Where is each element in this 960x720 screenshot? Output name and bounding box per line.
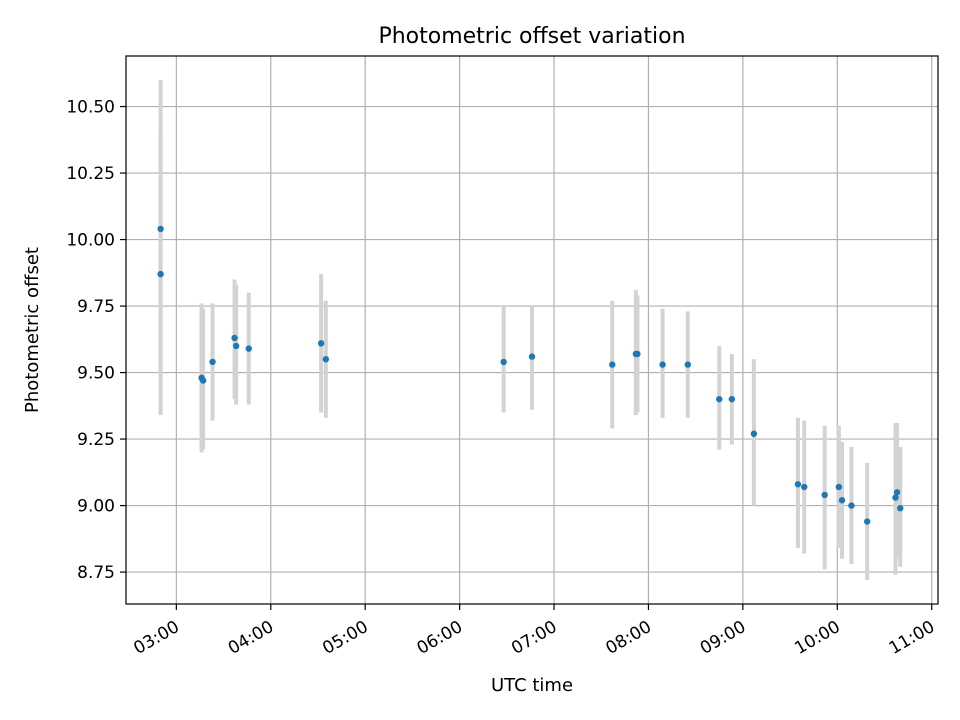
y-tick-label: 10.00 [66, 231, 115, 251]
data-point [609, 361, 616, 368]
data-point [209, 358, 216, 366]
data-point [893, 489, 901, 496]
y-tick-label: 10.50 [66, 98, 115, 118]
y-tick-label: 9.25 [77, 430, 115, 450]
chart-title: Photometric offset variation [378, 24, 685, 49]
data-point [528, 353, 536, 360]
y-axis-label: Photometric offset [22, 247, 43, 413]
data-point [245, 345, 252, 352]
y-axis-ticks: 8.75 9.00 9.25 9.50 9.75 10.00 10.25 10.50 [66, 98, 126, 583]
data-point [835, 483, 843, 491]
x-axis-label: UTC time [491, 675, 573, 696]
data-point [634, 350, 641, 358]
y-tick-label: 8.75 [77, 563, 115, 583]
data-point [716, 395, 723, 403]
data-point [892, 494, 899, 501]
data-point [684, 361, 691, 368]
data-point [821, 491, 828, 499]
data-point [801, 483, 808, 491]
y-tick-label: 10.25 [66, 164, 115, 184]
data-points [157, 225, 904, 525]
data-point [794, 481, 802, 488]
data-point [199, 377, 207, 384]
data-point [157, 225, 164, 233]
data-point [659, 361, 666, 368]
data-point [863, 518, 871, 525]
data-point [232, 342, 240, 350]
data-point [317, 340, 325, 347]
y-tick-label: 9.75 [77, 297, 115, 317]
y-tick-label: 9.00 [77, 497, 115, 517]
data-point [750, 430, 758, 437]
data-point [500, 358, 507, 366]
y-tick-label: 9.50 [77, 364, 115, 384]
data-point [728, 395, 736, 403]
data-point [231, 334, 238, 342]
data-point [157, 270, 164, 278]
data-point [897, 505, 904, 512]
data-point [848, 502, 855, 509]
data-point [322, 356, 330, 363]
plot-frame [125, 55, 939, 605]
data-point [838, 497, 846, 504]
